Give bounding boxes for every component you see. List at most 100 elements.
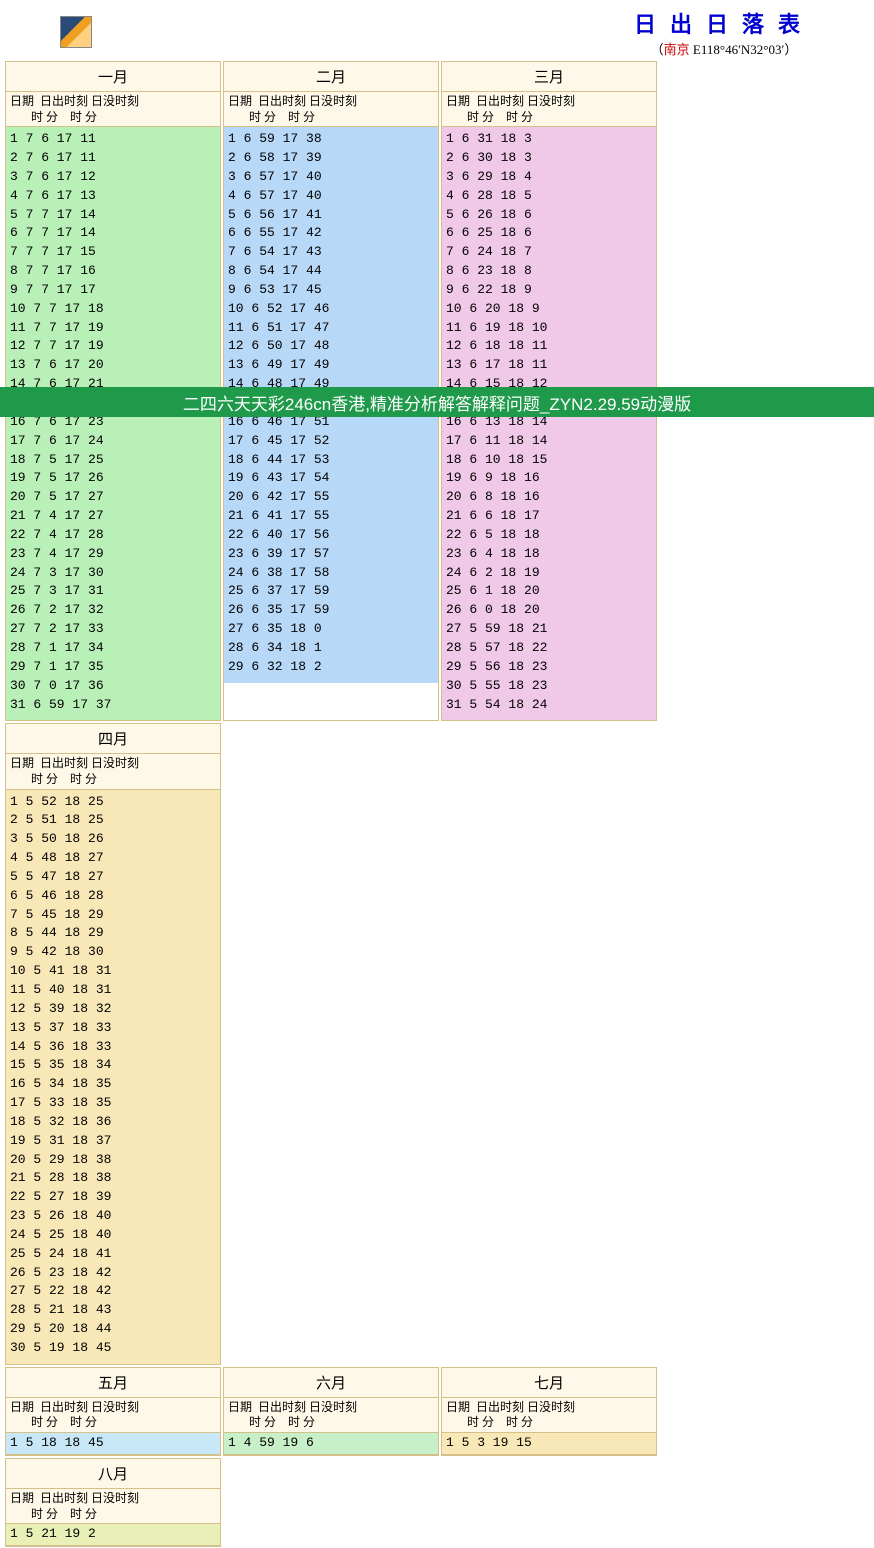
coords-text: E118°46′N32°03′） xyxy=(690,42,798,57)
data-column: 1 5 52 18 252 5 51 18 253 5 50 18 264 5 … xyxy=(6,790,220,1364)
data-row: 8 5 44 18 29 xyxy=(10,924,216,943)
month-name: 三月 xyxy=(442,62,656,92)
data-row: 28 7 1 17 34 xyxy=(10,639,216,658)
month-name: 五月 xyxy=(6,1368,220,1398)
data-row: 5 5 47 18 27 xyxy=(10,868,216,887)
data-row: 24 7 3 17 30 xyxy=(10,564,216,583)
data-row: 2 5 51 18 25 xyxy=(10,811,216,830)
data-row: 5 6 56 17 41 xyxy=(228,206,434,225)
data-row: 4 6 57 17 40 xyxy=(228,187,434,206)
data-row: 10 5 41 18 31 xyxy=(10,962,216,981)
data-row: 13 7 6 17 20 xyxy=(10,356,216,375)
data-row: 24 6 2 18 19 xyxy=(446,564,652,583)
data-row: 29 7 1 17 35 xyxy=(10,658,216,677)
data-row: 11 6 51 17 47 xyxy=(228,319,434,338)
data-row: 7 6 24 18 7 xyxy=(446,243,652,262)
data-row: 11 5 40 18 31 xyxy=(10,981,216,1000)
data-row: 17 6 45 17 52 xyxy=(228,432,434,451)
month-name: 二月 xyxy=(224,62,438,92)
data-row: 8 6 54 17 44 xyxy=(228,262,434,281)
data-row: 7 7 7 17 15 xyxy=(10,243,216,262)
data-row: 25 5 24 18 41 xyxy=(10,1245,216,1264)
overlay-banner: 二四六天天彩246cn香港,精准分析解答解释问题_ZYN2.29.59动漫版 xyxy=(0,387,874,417)
data-row: 24 5 25 18 40 xyxy=(10,1226,216,1245)
data-row: 21 6 6 18 17 xyxy=(446,507,652,526)
data-row: 25 7 3 17 31 xyxy=(10,582,216,601)
data-row: 6 6 25 18 6 xyxy=(446,224,652,243)
data-row: 12 6 18 18 11 xyxy=(446,337,652,356)
data-row: 26 5 23 18 42 xyxy=(10,1264,216,1283)
data-row: 12 5 39 18 32 xyxy=(10,1000,216,1019)
data-row: 27 7 2 17 33 xyxy=(10,620,216,639)
data-row: 22 6 40 17 56 xyxy=(228,526,434,545)
header-line1: 日期 日出时刻 日没时刻 xyxy=(10,1491,216,1507)
month-block: 七月日期 日出时刻 日没时刻 时 分 时 分1 5 3 19 15 xyxy=(441,1367,657,1456)
header-line2: 时 分 时 分 xyxy=(446,1415,652,1431)
data-row: 20 6 42 17 55 xyxy=(228,488,434,507)
data-row: 1 4 59 19 6 xyxy=(224,1433,438,1455)
column-header: 日期 日出时刻 日没时刻 时 分 时 分 xyxy=(6,92,220,127)
column-header: 日期 日出时刻 日没时刻 时 分 时 分 xyxy=(442,1398,656,1433)
data-row: 28 5 57 18 22 xyxy=(446,639,652,658)
data-row: 3 6 57 17 40 xyxy=(228,168,434,187)
data-row: 3 7 6 17 12 xyxy=(10,168,216,187)
data-row: 29 5 56 18 23 xyxy=(446,658,652,677)
header-line2: 时 分 时 分 xyxy=(10,1415,216,1431)
data-row: 19 6 9 18 16 xyxy=(446,469,652,488)
data-row: 23 5 26 18 40 xyxy=(10,1207,216,1226)
data-row: 2 7 6 17 11 xyxy=(10,149,216,168)
data-row: 17 5 33 18 35 xyxy=(10,1094,216,1113)
data-row: 1 6 31 18 3 xyxy=(446,130,652,149)
data-row: 10 6 52 17 46 xyxy=(228,300,434,319)
data-row: 19 5 31 18 37 xyxy=(10,1132,216,1151)
data-row: 7 5 45 18 29 xyxy=(10,906,216,925)
month-block: 五月日期 日出时刻 日没时刻 时 分 时 分1 5 18 18 45 xyxy=(5,1367,221,1456)
data-row: 25 6 1 18 20 xyxy=(446,582,652,601)
data-row: 16 5 34 18 35 xyxy=(10,1075,216,1094)
data-row: 10 7 7 17 18 xyxy=(10,300,216,319)
data-row: 9 5 42 18 30 xyxy=(10,943,216,962)
header-line2: 时 分 时 分 xyxy=(228,1415,434,1431)
main-title: 日出日落表 xyxy=(634,7,814,39)
data-row: 27 5 59 18 21 xyxy=(446,620,652,639)
data-row: 18 5 32 18 36 xyxy=(10,1113,216,1132)
header-line1: 日期 日出时刻 日没时刻 xyxy=(10,756,216,772)
data-row: 19 7 5 17 26 xyxy=(10,469,216,488)
city-name: 南京 xyxy=(664,42,690,57)
data-row: 9 6 53 17 45 xyxy=(228,281,434,300)
data-row: 21 5 28 18 38 xyxy=(10,1169,216,1188)
data-row: 18 6 10 18 15 xyxy=(446,451,652,470)
months-grid-top: 一月日期 日出时刻 日没时刻 时 分 时 分1 7 6 17 112 7 6 1… xyxy=(0,60,874,1366)
data-row: 2 6 30 18 3 xyxy=(446,149,652,168)
months-grid-bottom: 五月日期 日出时刻 日没时刻 时 分 时 分1 5 18 18 45六月日期 日… xyxy=(0,1366,874,1548)
data-row: 8 6 23 18 8 xyxy=(446,262,652,281)
data-row: 19 6 43 17 54 xyxy=(228,469,434,488)
column-header: 日期 日出时刻 日没时刻 时 分 时 分 xyxy=(442,92,656,127)
page-header: 日出日落表 （南京 E118°46′N32°03′） xyxy=(0,0,874,60)
data-row: 6 6 55 17 42 xyxy=(228,224,434,243)
data-row: 6 7 7 17 14 xyxy=(10,224,216,243)
data-row: 5 6 26 18 6 xyxy=(446,206,652,225)
data-row: 1 6 59 17 38 xyxy=(228,130,434,149)
data-row: 30 5 19 18 45 xyxy=(10,1339,216,1358)
data-row: 12 6 50 17 48 xyxy=(228,337,434,356)
data-row: 1 5 3 19 15 xyxy=(442,1433,656,1455)
data-row: 23 6 4 18 18 xyxy=(446,545,652,564)
data-row: 3 5 50 18 26 xyxy=(10,830,216,849)
data-row: 26 6 0 18 20 xyxy=(446,601,652,620)
column-header: 日期 日出时刻 日没时刻 时 分 时 分 xyxy=(6,1398,220,1433)
header-line1: 日期 日出时刻 日没时刻 xyxy=(10,1400,216,1416)
month-name: 一月 xyxy=(6,62,220,92)
header-line2: 时 分 时 分 xyxy=(10,772,216,788)
data-column: 1 6 31 18 32 6 30 18 33 6 29 18 44 6 28 … xyxy=(442,127,656,720)
header-line2: 时 分 时 分 xyxy=(228,110,434,126)
header-line1: 日期 日出时刻 日没时刻 xyxy=(228,94,434,110)
title-block: 日出日落表 （南京 E118°46′N32°03′） xyxy=(634,7,854,58)
data-row: 29 6 32 18 2 xyxy=(228,658,434,677)
data-row: 1 5 52 18 25 xyxy=(10,793,216,812)
data-row: 1 5 18 18 45 xyxy=(6,1433,220,1455)
data-row: 13 5 37 18 33 xyxy=(10,1019,216,1038)
data-row: 20 5 29 18 38 xyxy=(10,1151,216,1170)
data-row: 11 6 19 18 10 xyxy=(446,319,652,338)
data-row: 20 6 8 18 16 xyxy=(446,488,652,507)
